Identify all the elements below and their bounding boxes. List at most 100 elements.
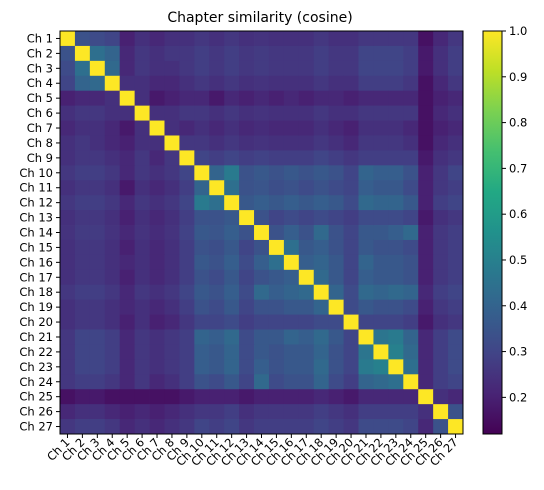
heatmap-cell bbox=[239, 344, 255, 360]
heatmap-cell bbox=[343, 284, 359, 301]
heatmap-cell bbox=[268, 180, 285, 196]
heatmap-cell bbox=[149, 239, 165, 256]
heatmap-cell bbox=[194, 284, 210, 301]
heatmap-cell bbox=[298, 60, 315, 77]
heatmap-cell bbox=[448, 344, 464, 360]
heatmap-cell bbox=[328, 374, 344, 390]
heatmap-cell bbox=[239, 225, 255, 241]
heatmap-cell bbox=[254, 404, 270, 420]
heatmap-cell bbox=[89, 389, 106, 405]
heatmap-cell bbox=[283, 344, 300, 360]
heatmap-cell bbox=[283, 239, 300, 256]
heatmap-cell bbox=[254, 120, 270, 136]
heatmap-cell bbox=[373, 329, 389, 345]
heatmap-cell bbox=[418, 150, 434, 166]
heatmap-cell bbox=[179, 45, 195, 62]
heatmap-cell bbox=[298, 314, 315, 330]
heatmap-cell bbox=[149, 225, 165, 241]
heatmap-cell bbox=[433, 404, 449, 420]
heatmap-cell bbox=[239, 359, 255, 375]
heatmap-cell bbox=[74, 284, 91, 301]
heatmap-cell bbox=[239, 269, 255, 286]
heatmap-cell bbox=[74, 90, 91, 107]
heatmap-cell bbox=[254, 150, 270, 166]
heatmap-cell bbox=[313, 31, 330, 47]
heatmap-cell bbox=[179, 254, 195, 271]
heatmap-cell bbox=[209, 31, 225, 47]
heatmap-cell bbox=[328, 135, 344, 151]
heatmap-cell bbox=[104, 284, 121, 301]
heatmap-cell bbox=[268, 135, 285, 151]
heatmap-cell bbox=[134, 359, 150, 375]
heatmap-cell bbox=[448, 239, 464, 256]
heatmap-cell bbox=[254, 210, 270, 226]
heatmap-cell bbox=[239, 254, 255, 271]
heatmap-cell bbox=[134, 135, 150, 151]
heatmap-cell bbox=[89, 165, 106, 181]
heatmap-cell bbox=[388, 359, 404, 375]
heatmap-cell bbox=[209, 284, 225, 301]
heatmap-cell bbox=[60, 210, 76, 226]
heatmap-cell bbox=[224, 344, 240, 360]
heatmap-cell bbox=[403, 344, 419, 360]
heatmap-cell bbox=[239, 314, 255, 330]
heatmap-cell bbox=[313, 344, 330, 360]
heatmap-cell bbox=[104, 195, 121, 211]
heatmap-cell bbox=[209, 60, 225, 77]
heatmap-cell bbox=[328, 389, 344, 405]
heatmap-cell bbox=[74, 31, 91, 47]
heatmap-cell bbox=[224, 299, 240, 315]
heatmap-cell bbox=[418, 299, 434, 315]
heatmap-cell bbox=[254, 389, 270, 405]
heatmap-cell bbox=[343, 254, 359, 271]
heatmap-cell bbox=[433, 389, 449, 405]
heatmap-cell bbox=[60, 60, 76, 77]
heatmap-cell bbox=[74, 105, 91, 121]
heatmap-cell bbox=[224, 225, 240, 241]
heatmap-cell bbox=[448, 90, 464, 107]
heatmap-cell bbox=[149, 195, 165, 211]
heatmap-cell bbox=[283, 135, 300, 151]
heatmap-cell bbox=[89, 374, 106, 390]
heatmap-cell bbox=[254, 165, 270, 181]
heatmap-cell bbox=[268, 269, 285, 286]
heatmap-cell bbox=[134, 269, 150, 286]
heatmap-cell bbox=[224, 165, 240, 181]
heatmap-cell bbox=[89, 314, 106, 330]
heatmap-cell bbox=[328, 419, 344, 435]
heatmap-cell bbox=[268, 299, 285, 315]
heatmap-cell bbox=[433, 239, 449, 256]
heatmap-cell bbox=[433, 299, 449, 315]
heatmap-cell bbox=[268, 105, 285, 121]
heatmap-cell bbox=[283, 284, 300, 301]
heatmap-cell bbox=[298, 120, 315, 136]
heatmap-cell bbox=[358, 60, 374, 77]
colorbar-tick-label: 0.3 bbox=[509, 345, 527, 359]
heatmap-cell bbox=[89, 75, 106, 92]
heatmap-cell bbox=[343, 75, 359, 92]
heatmap-cell bbox=[224, 210, 240, 226]
heatmap-cell bbox=[254, 180, 270, 196]
heatmap-cell bbox=[134, 254, 150, 271]
heatmap-cell bbox=[418, 329, 434, 345]
heatmap-cell bbox=[388, 284, 404, 301]
heatmap-cell bbox=[433, 210, 449, 226]
heatmap-cell bbox=[104, 419, 121, 435]
heatmap-cell bbox=[433, 269, 449, 286]
heatmap-cell bbox=[283, 45, 300, 62]
heatmap-cell bbox=[164, 419, 180, 435]
heatmap-cell bbox=[104, 90, 121, 107]
heatmap-cell bbox=[179, 389, 195, 405]
y-tick-label: Ch 10 bbox=[19, 166, 53, 180]
heatmap-cell bbox=[403, 419, 419, 435]
heatmap-cell bbox=[179, 105, 195, 121]
heatmap-cell bbox=[313, 75, 330, 92]
heatmap-cell bbox=[224, 254, 240, 271]
heatmap-cell bbox=[134, 45, 150, 62]
heatmap-cell bbox=[254, 239, 270, 256]
heatmap-cell bbox=[283, 60, 300, 77]
heatmap-cell bbox=[433, 150, 449, 166]
heatmap-cell bbox=[388, 180, 404, 196]
heatmap-cell bbox=[283, 31, 300, 47]
x-axis: Ch 1Ch 2Ch 3Ch 4Ch 5Ch 6Ch 7Ch 8Ch 9Ch 1… bbox=[44, 434, 461, 469]
